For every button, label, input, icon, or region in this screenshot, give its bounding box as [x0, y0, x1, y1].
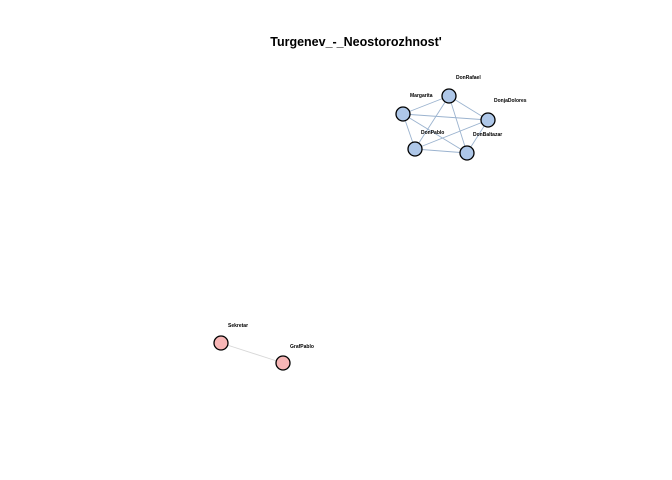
node-Sekretar[interactable]: [213, 335, 229, 351]
node-label-Margarita: Margarita: [410, 93, 433, 99]
label-layer: DonRafael Margarita DonjaDolores DonPablo Do…: [228, 75, 527, 350]
node-Margarita[interactable]: [395, 106, 411, 122]
edge-DonPablo-DonBaltazar: [414, 148, 468, 154]
node-label-DonRafael: DonRafael: [456, 75, 481, 81]
edge-Margarita-DonjaDolores: [402, 113, 489, 121]
node-DonPablo[interactable]: [407, 141, 423, 157]
node-GrafPablo[interactable]: [275, 355, 291, 371]
node-label-DonPablo: DonPablo: [421, 130, 444, 136]
node-layer: [213, 88, 496, 371]
edge-DonRafael-Margarita: [402, 95, 450, 115]
node-label-Sekretar: Sekretar: [228, 323, 248, 329]
edge-DonRafael-DonBaltazar: [448, 95, 468, 154]
edge-layer: [220, 95, 489, 364]
node-label-DonjaDolores: DonjaDolores: [494, 98, 527, 104]
graph-title: Turgenev_-_Neostorozhnost': [270, 35, 442, 49]
node-DonRafael[interactable]: [441, 88, 457, 104]
node-DonBaltazar[interactable]: [459, 145, 475, 161]
node-label-DonBaltazar: DonBaltazar: [473, 132, 502, 138]
node-DonjaDolores[interactable]: [480, 112, 496, 128]
edge-DonRafael-DonPablo: [414, 95, 450, 150]
node-label-GrafPablo: GrafPablo: [290, 344, 314, 350]
edge-Sekretar-GrafPablo: [220, 342, 284, 364]
edge-DonjaDolores-DonPablo: [414, 119, 489, 150]
edge-Margarita-DonBaltazar: [402, 113, 468, 154]
